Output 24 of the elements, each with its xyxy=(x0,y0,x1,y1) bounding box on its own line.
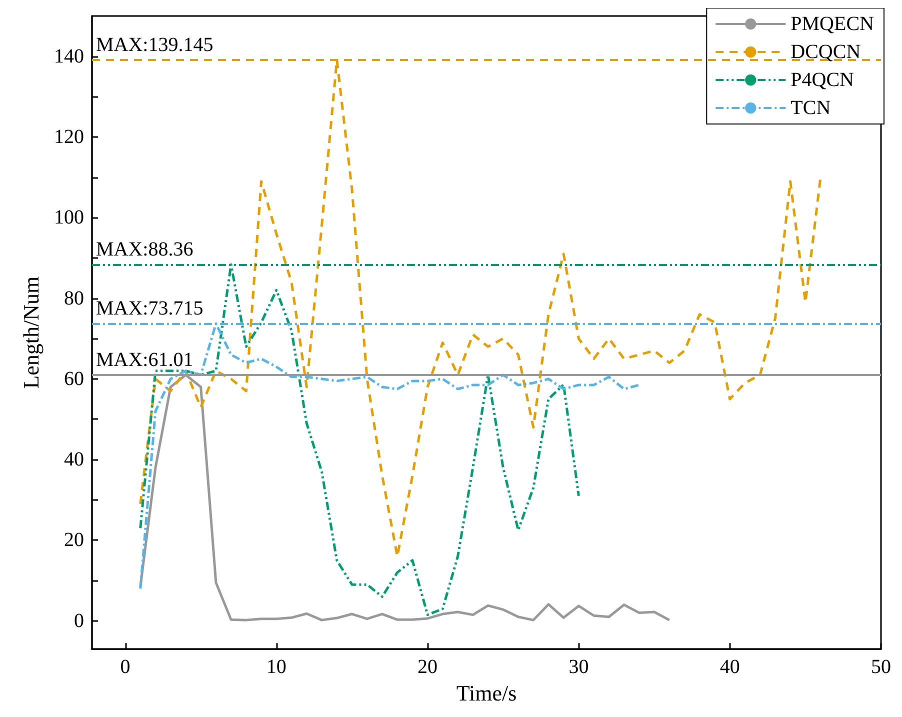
ref-line-label: MAX:73.715 xyxy=(96,298,204,320)
y-tick-label: 140 xyxy=(54,45,84,68)
legend-label: PMQECN xyxy=(790,13,874,35)
y-tick-label: 60 xyxy=(64,368,84,390)
x-tick-label: 30 xyxy=(568,656,589,678)
x-tick-label: 0 xyxy=(120,656,130,678)
ref-line-label: MAX:61.01 xyxy=(96,348,194,371)
y-tick-label: 80 xyxy=(64,287,84,310)
y-tick-label: 20 xyxy=(64,529,84,552)
legend-label: P4QCN xyxy=(790,69,854,91)
y-tick-label: 40 xyxy=(64,448,84,471)
x-tick-label: 50 xyxy=(871,656,891,678)
x-tick-label: 40 xyxy=(720,656,740,678)
legend-label: DCQCN xyxy=(790,41,861,63)
ref-line-label: MAX:139.145 xyxy=(96,34,214,56)
y-tick-label: 100 xyxy=(54,206,84,229)
y-tick-label: 0 xyxy=(74,610,84,632)
x-axis-title: Time/s xyxy=(456,680,517,706)
x-tick-label: 10 xyxy=(266,656,286,678)
ref-line-label: MAX:88.36 xyxy=(96,238,194,261)
legend-label: TCN xyxy=(790,97,831,119)
y-tick-label: 120 xyxy=(54,126,84,148)
y-axis-title: Length/Num xyxy=(18,276,44,389)
x-tick-label: 20 xyxy=(418,656,438,678)
